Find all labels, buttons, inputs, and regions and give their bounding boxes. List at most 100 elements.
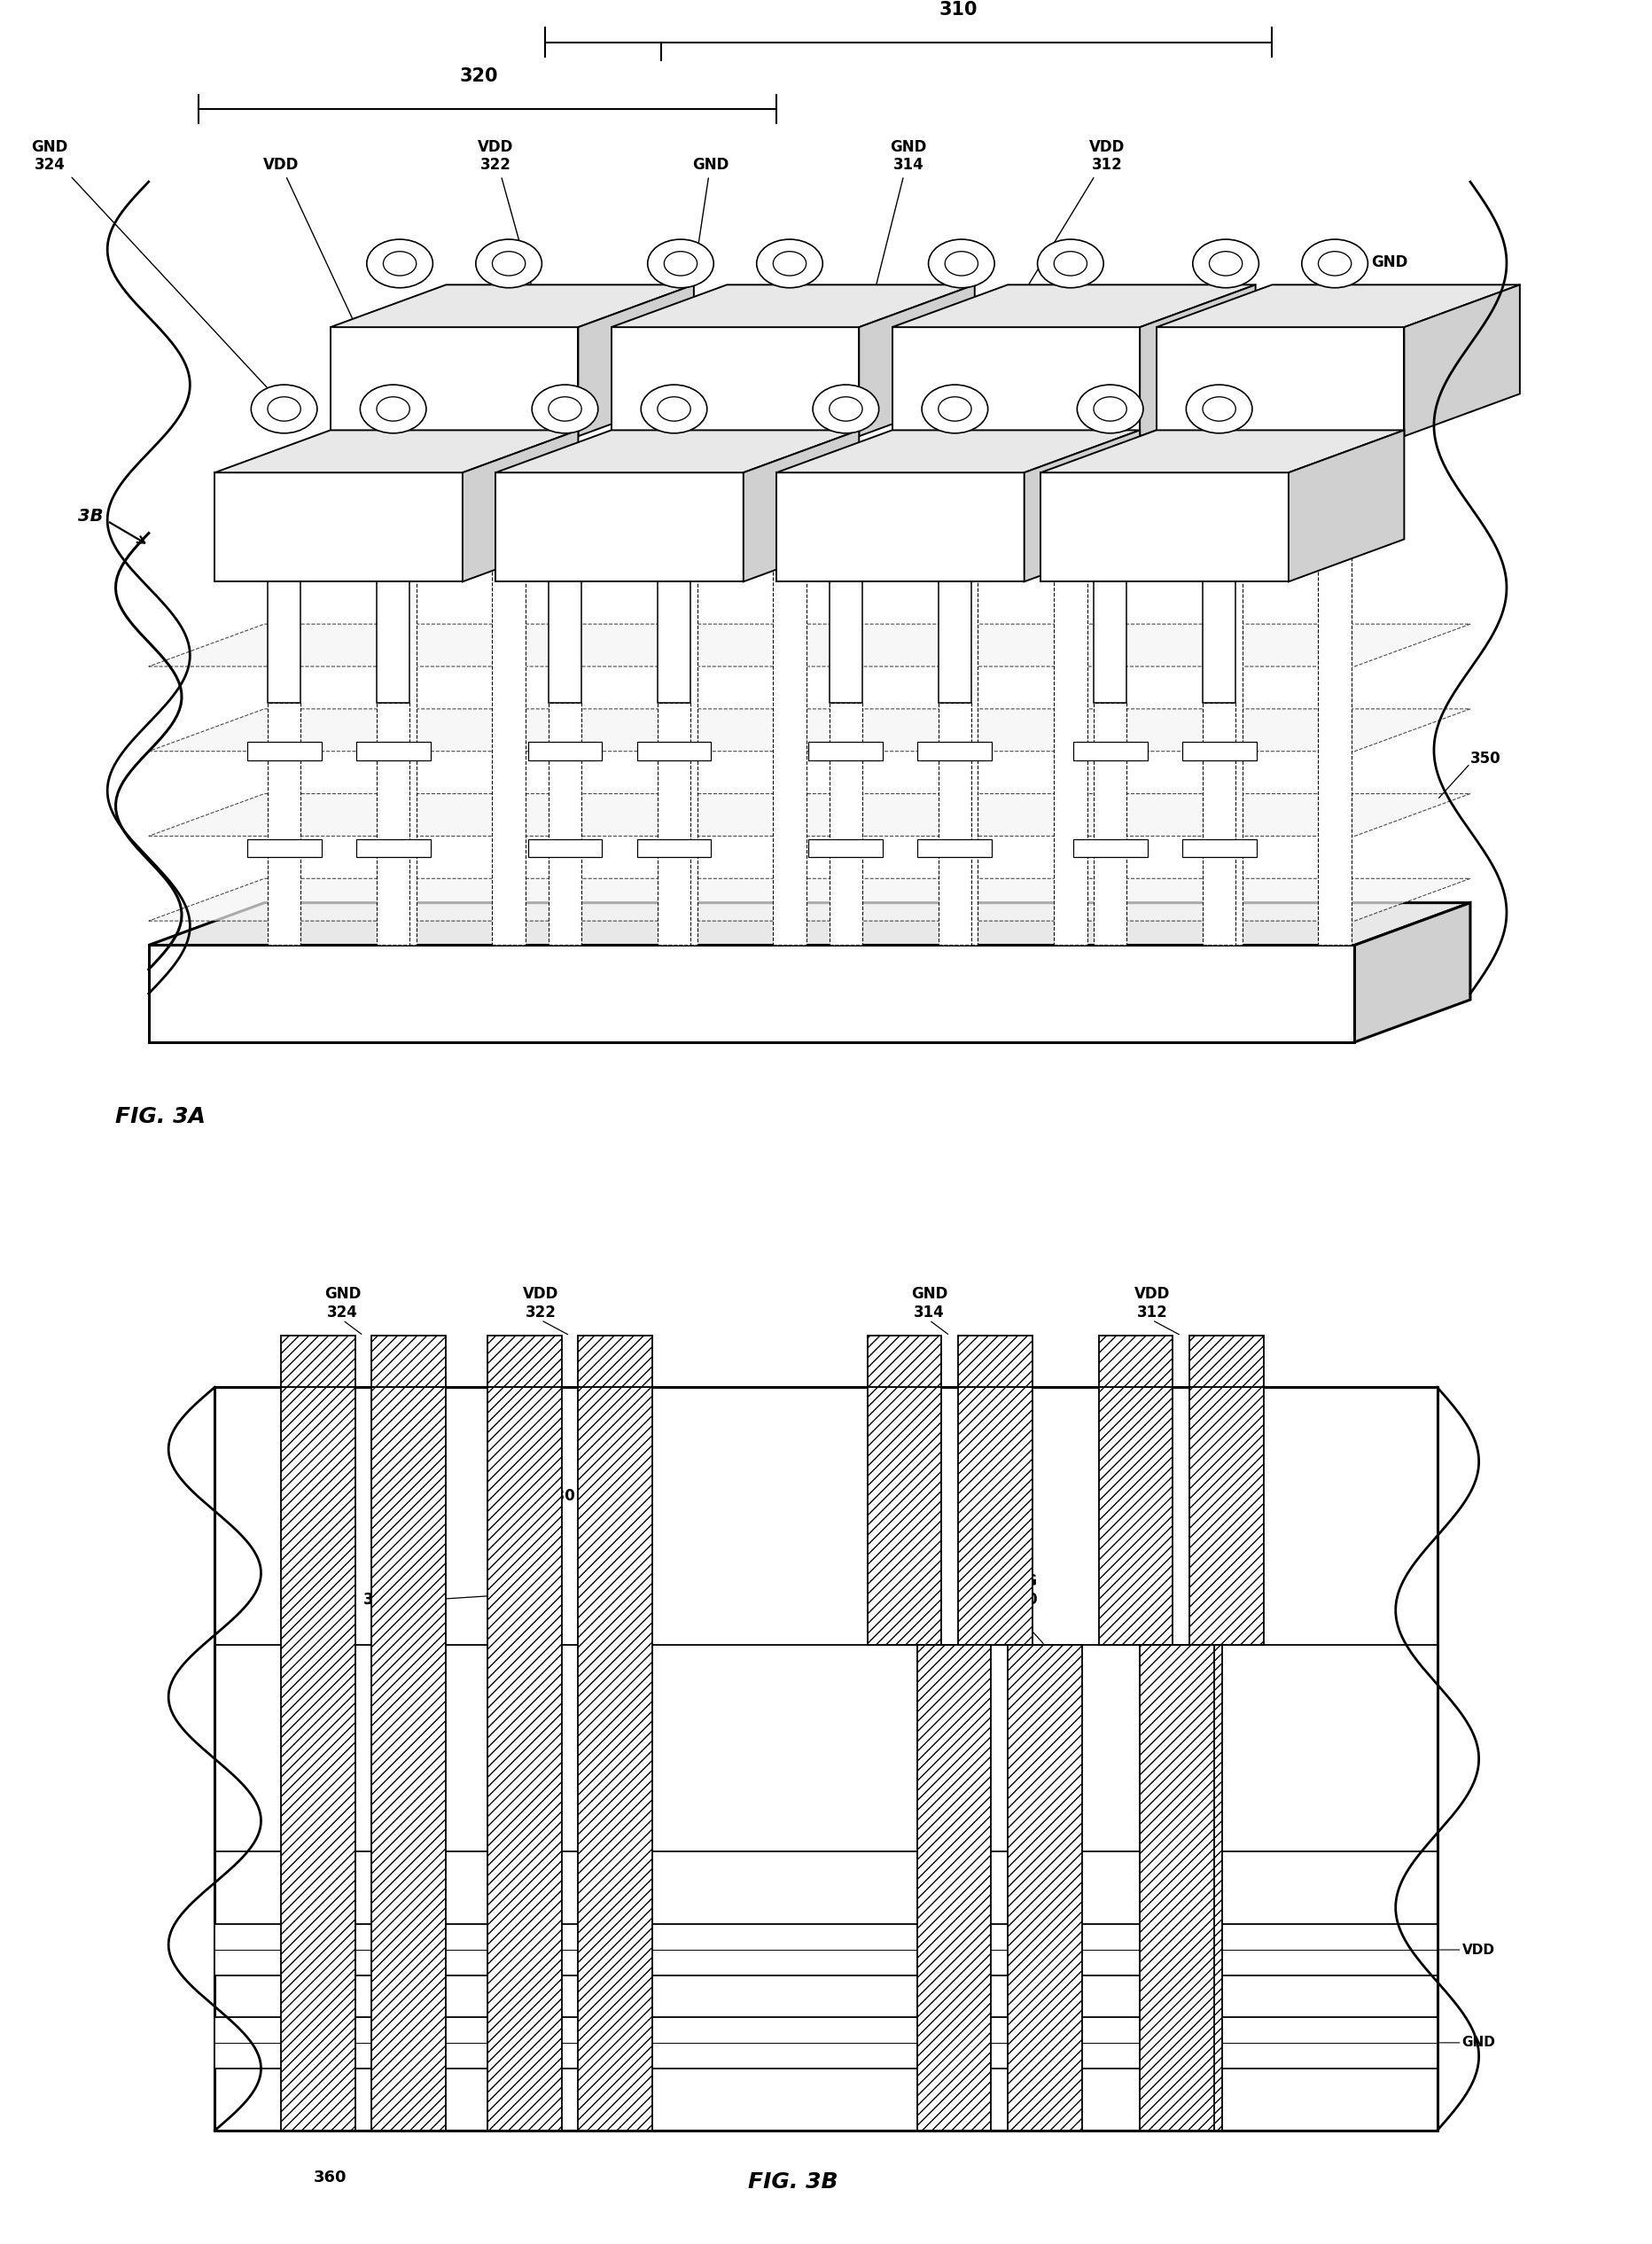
Polygon shape xyxy=(149,945,1355,1041)
Polygon shape xyxy=(611,328,859,435)
Circle shape xyxy=(492,251,525,276)
Bar xyxy=(867,1387,942,1645)
Bar xyxy=(1099,1387,1173,1645)
Polygon shape xyxy=(657,581,691,702)
Text: 340: 340 xyxy=(363,1591,395,1607)
Circle shape xyxy=(1209,251,1242,276)
Circle shape xyxy=(1054,251,1087,276)
Polygon shape xyxy=(215,473,463,581)
Polygon shape xyxy=(548,702,582,945)
Bar xyxy=(248,743,320,761)
Circle shape xyxy=(1037,240,1104,287)
Bar xyxy=(372,1387,446,2130)
Polygon shape xyxy=(268,581,301,702)
Polygon shape xyxy=(1355,902,1470,1041)
Polygon shape xyxy=(945,435,978,534)
Polygon shape xyxy=(1041,431,1404,473)
Text: VDD
312: VDD 312 xyxy=(1135,1286,1170,1319)
Bar xyxy=(1148,1645,1222,2130)
Polygon shape xyxy=(938,702,971,945)
Text: GND
324: GND 324 xyxy=(324,1286,362,1319)
Text: GND: GND xyxy=(1336,254,1408,269)
Polygon shape xyxy=(1041,473,1289,581)
Bar xyxy=(487,1387,562,2130)
Bar xyxy=(919,743,991,761)
Polygon shape xyxy=(377,702,410,945)
Bar xyxy=(281,1387,355,2130)
Bar xyxy=(215,1387,1437,2130)
Bar xyxy=(1189,1335,1264,1387)
Bar xyxy=(1189,1387,1264,1645)
Polygon shape xyxy=(1209,435,1242,534)
Circle shape xyxy=(532,384,598,433)
Polygon shape xyxy=(664,534,697,945)
Bar xyxy=(919,839,991,857)
Circle shape xyxy=(1302,240,1368,287)
Text: 310: 310 xyxy=(938,0,978,18)
Circle shape xyxy=(922,384,988,433)
Polygon shape xyxy=(1203,581,1236,702)
Text: GND
314: GND 314 xyxy=(910,1286,948,1319)
Circle shape xyxy=(648,240,714,287)
Circle shape xyxy=(773,251,806,276)
Bar xyxy=(1183,839,1257,857)
Text: GND
324: GND 324 xyxy=(31,139,282,404)
Polygon shape xyxy=(383,435,416,534)
Polygon shape xyxy=(496,473,743,581)
Text: GND: GND xyxy=(1462,2035,1495,2049)
Polygon shape xyxy=(492,435,525,534)
Circle shape xyxy=(1186,384,1252,433)
Bar xyxy=(529,743,603,761)
Bar xyxy=(372,1335,446,1387)
Bar xyxy=(578,1335,653,1387)
Bar xyxy=(638,839,710,857)
Polygon shape xyxy=(383,534,416,945)
Bar xyxy=(1074,743,1148,761)
Circle shape xyxy=(938,397,971,422)
Polygon shape xyxy=(1156,285,1520,328)
Polygon shape xyxy=(892,285,1256,328)
Polygon shape xyxy=(1094,702,1127,945)
Circle shape xyxy=(1193,240,1259,287)
Polygon shape xyxy=(149,880,1470,920)
Circle shape xyxy=(1203,397,1236,422)
Polygon shape xyxy=(657,702,691,945)
Text: FIG. 3A: FIG. 3A xyxy=(116,1106,206,1126)
Polygon shape xyxy=(268,702,301,945)
Polygon shape xyxy=(1054,534,1087,945)
Circle shape xyxy=(377,397,410,422)
Polygon shape xyxy=(330,285,694,328)
Text: GND
314: GND 314 xyxy=(846,139,927,404)
Text: JOG
350: JOG 350 xyxy=(1008,1573,1039,1607)
Polygon shape xyxy=(149,709,1470,752)
Polygon shape xyxy=(1318,435,1351,534)
Bar xyxy=(1099,1335,1173,1387)
Bar xyxy=(1074,839,1148,857)
Circle shape xyxy=(928,240,995,287)
Polygon shape xyxy=(463,431,578,581)
Circle shape xyxy=(548,397,582,422)
Bar xyxy=(958,1335,1032,1387)
Polygon shape xyxy=(492,534,525,945)
Bar xyxy=(867,1335,942,1387)
Bar xyxy=(487,1335,562,1387)
Circle shape xyxy=(383,251,416,276)
Circle shape xyxy=(945,251,978,276)
Circle shape xyxy=(641,384,707,433)
Bar xyxy=(1140,1645,1214,2130)
Text: 360: 360 xyxy=(314,2170,347,2186)
Text: FIG. 3B: FIG. 3B xyxy=(748,2172,838,2192)
Polygon shape xyxy=(548,581,582,702)
Bar xyxy=(638,743,710,761)
Bar xyxy=(1183,743,1257,761)
Polygon shape xyxy=(938,581,971,702)
Polygon shape xyxy=(1404,285,1520,435)
Text: GND: GND xyxy=(674,157,729,404)
Polygon shape xyxy=(149,624,1470,666)
Polygon shape xyxy=(859,285,975,435)
Circle shape xyxy=(367,240,433,287)
Text: 320: 320 xyxy=(459,67,499,85)
Bar xyxy=(917,1645,991,2130)
Bar xyxy=(215,1923,1437,1975)
Circle shape xyxy=(476,240,542,287)
